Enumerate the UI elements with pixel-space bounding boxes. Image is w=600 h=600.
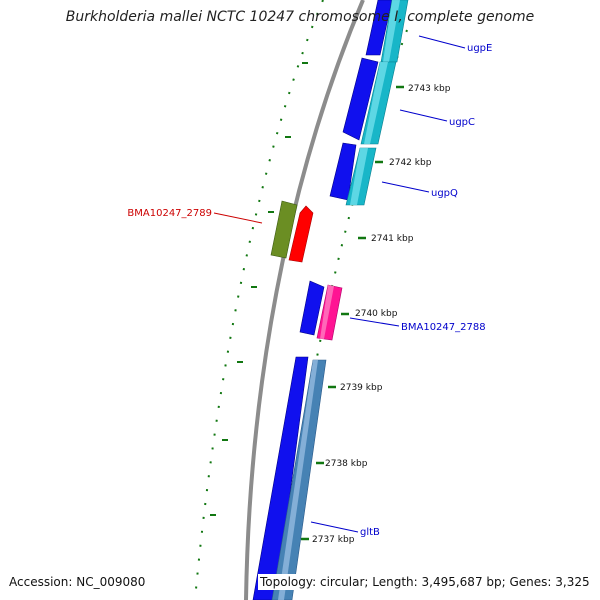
gene-BMA10247_2788[interactable] xyxy=(299,280,343,341)
tick-label-2737: 2737 kbp xyxy=(312,535,355,545)
accession-label: Accession: NC_009080 xyxy=(7,574,148,590)
map-title: Burkholderia mallei NCTC 10247 chromosom… xyxy=(65,9,535,25)
gene-ugpC[interactable] xyxy=(342,57,397,145)
tick-label-2738: 2738 kbp xyxy=(325,459,368,469)
topology-label: Topology: circular; Length: 3,495,687 bp… xyxy=(258,574,592,590)
inner-track-ticks xyxy=(210,62,308,516)
gene-BMA10247_2789[interactable] xyxy=(270,200,314,263)
tick-label-2743: 2743 kbp xyxy=(408,84,451,94)
gene-label-gltB[interactable]: gltB xyxy=(360,527,380,538)
gene-label-ugpC[interactable]: ugpC xyxy=(449,117,475,128)
tick-label-2741: 2741 kbp xyxy=(371,234,414,244)
gene-label-ugpE[interactable]: ugpE xyxy=(467,43,492,54)
gene-ugpQ[interactable] xyxy=(329,142,377,206)
tick-label-2742: 2742 kbp xyxy=(389,158,432,168)
major-ticks xyxy=(301,85,404,541)
genome-backbone xyxy=(244,0,365,600)
gene-label-BMA10247_2789[interactable]: BMA10247_2789 xyxy=(127,208,212,219)
tick-label-2739: 2739 kbp xyxy=(340,383,383,393)
tick-label-2740: 2740 kbp xyxy=(355,309,398,319)
gene-label-BMA10247_2788[interactable]: BMA10247_2788 xyxy=(401,322,486,333)
gene-ugpE[interactable] xyxy=(365,0,409,63)
gene-gltB[interactable] xyxy=(252,356,327,600)
gene-label-ugpQ[interactable]: ugpQ xyxy=(431,188,458,199)
label-leaders xyxy=(213,35,466,533)
